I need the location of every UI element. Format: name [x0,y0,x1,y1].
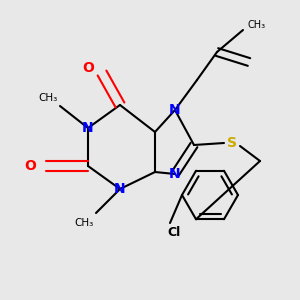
Text: Cl: Cl [167,226,181,239]
Text: N: N [114,182,126,196]
Text: N: N [169,167,181,181]
Text: CH₃: CH₃ [38,93,58,103]
Text: O: O [82,61,94,75]
Text: N: N [169,103,181,117]
Text: O: O [24,159,36,173]
Text: CH₃: CH₃ [74,218,94,228]
Text: CH₃: CH₃ [248,20,266,30]
Text: S: S [227,136,237,150]
Text: N: N [82,121,94,135]
